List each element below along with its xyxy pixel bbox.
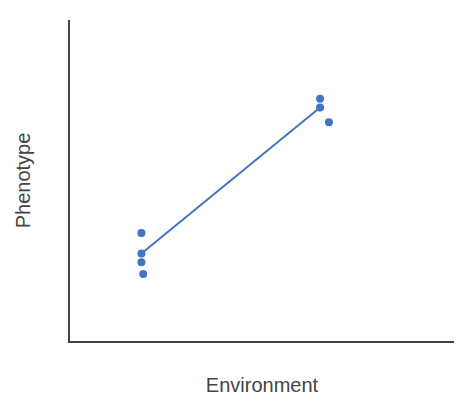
svg-text:Phenotype: Phenotype: [12, 133, 34, 229]
svg-text:Environment: Environment: [206, 374, 319, 396]
